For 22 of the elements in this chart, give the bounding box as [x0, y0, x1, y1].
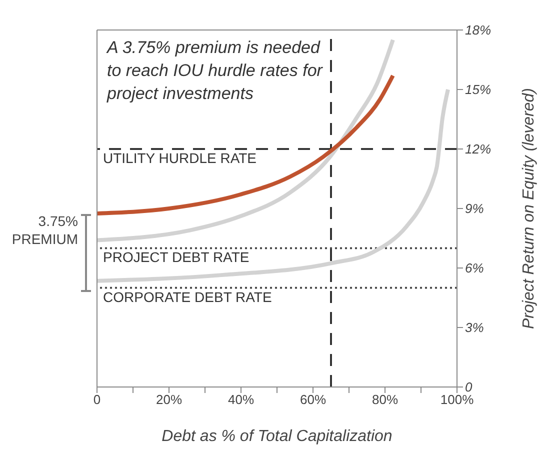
y-tick-label: 9% — [465, 201, 484, 216]
y-tick-label: 15% — [465, 82, 492, 98]
x-tick-label: 20% — [156, 392, 182, 408]
y-tick-label: 3% — [465, 320, 484, 336]
x-tick-label: 80% — [372, 392, 398, 408]
ref-line-label: UTILITY HURDLE RATE — [103, 150, 257, 166]
y-tick-label: 0 — [465, 380, 473, 395]
x-tick-label: 0 — [93, 392, 101, 408]
ref-line-label: PROJECT DEBT RATE — [103, 249, 250, 266]
y-tick-label: 12% — [465, 142, 492, 157]
ref-line-label: CORPORATE DEBT RATE — [103, 288, 272, 305]
y-axis-title: Project Return on Equity (levered) — [520, 88, 538, 329]
annotation: A 3.75% premium is needed to reach IOU hurdle rates for project investments — [107, 37, 324, 105]
line-series — [97, 88, 450, 283]
x-tick-label: 40% — [228, 392, 254, 408]
x-axis-title: Debt as % of Total Capitalization — [162, 428, 392, 445]
y-tick-label: 6% — [465, 260, 484, 276]
y-tick-label: 18% — [465, 22, 492, 38]
x-tick-label: 100% — [440, 392, 474, 408]
line-series — [97, 38, 395, 242]
x-tick-label: 60% — [300, 392, 326, 408]
text: 3.75% PREMIUM — [10, 212, 78, 248]
